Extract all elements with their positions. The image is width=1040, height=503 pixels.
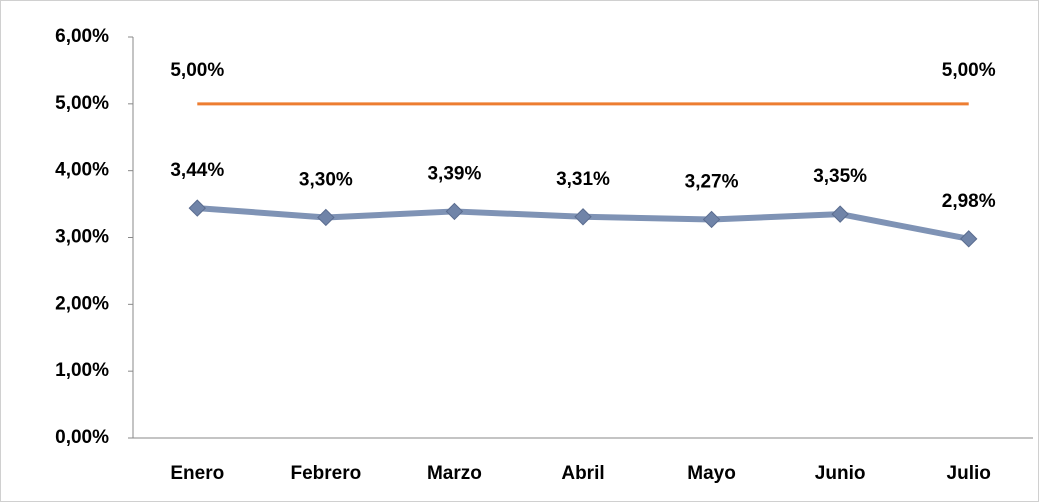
x-tick-label: Junio	[815, 463, 866, 484]
marker	[445, 202, 464, 221]
x-tick-label: Marzo	[427, 463, 482, 484]
data-label: 5,00%	[170, 60, 224, 81]
x-tick-label: Febrero	[290, 463, 361, 484]
y-tick-label: 5,00%	[55, 93, 109, 114]
data-label: 5,00%	[942, 60, 996, 81]
y-tick-label: 3,00%	[55, 227, 109, 248]
marker	[960, 230, 978, 248]
x-tick-label: Julio	[947, 463, 991, 484]
y-tick-label: 4,00%	[55, 160, 109, 181]
y-tick-label: 1,00%	[55, 360, 109, 381]
marker	[317, 208, 335, 227]
marker	[831, 205, 849, 223]
x-tick-label: Enero	[170, 463, 224, 484]
y-tick-label: 2,00%	[55, 293, 109, 314]
marker	[702, 210, 721, 229]
data-label: 3,35%	[813, 166, 867, 187]
data-label: 3,44%	[170, 160, 224, 181]
y-tick-label: 6,00%	[55, 26, 109, 47]
x-tick-label: Mayo	[687, 463, 736, 484]
data-label: 3,31%	[556, 169, 610, 190]
data-label: 3,30%	[299, 169, 353, 190]
y-tick-label: 0,00%	[55, 427, 109, 448]
data-label: 2,98%	[942, 191, 996, 212]
data-label: 3,39%	[427, 163, 481, 184]
marker	[188, 199, 206, 217]
x-tick-label: Abril	[561, 463, 604, 484]
marker	[574, 208, 592, 226]
data-label: 3,27%	[685, 171, 739, 192]
